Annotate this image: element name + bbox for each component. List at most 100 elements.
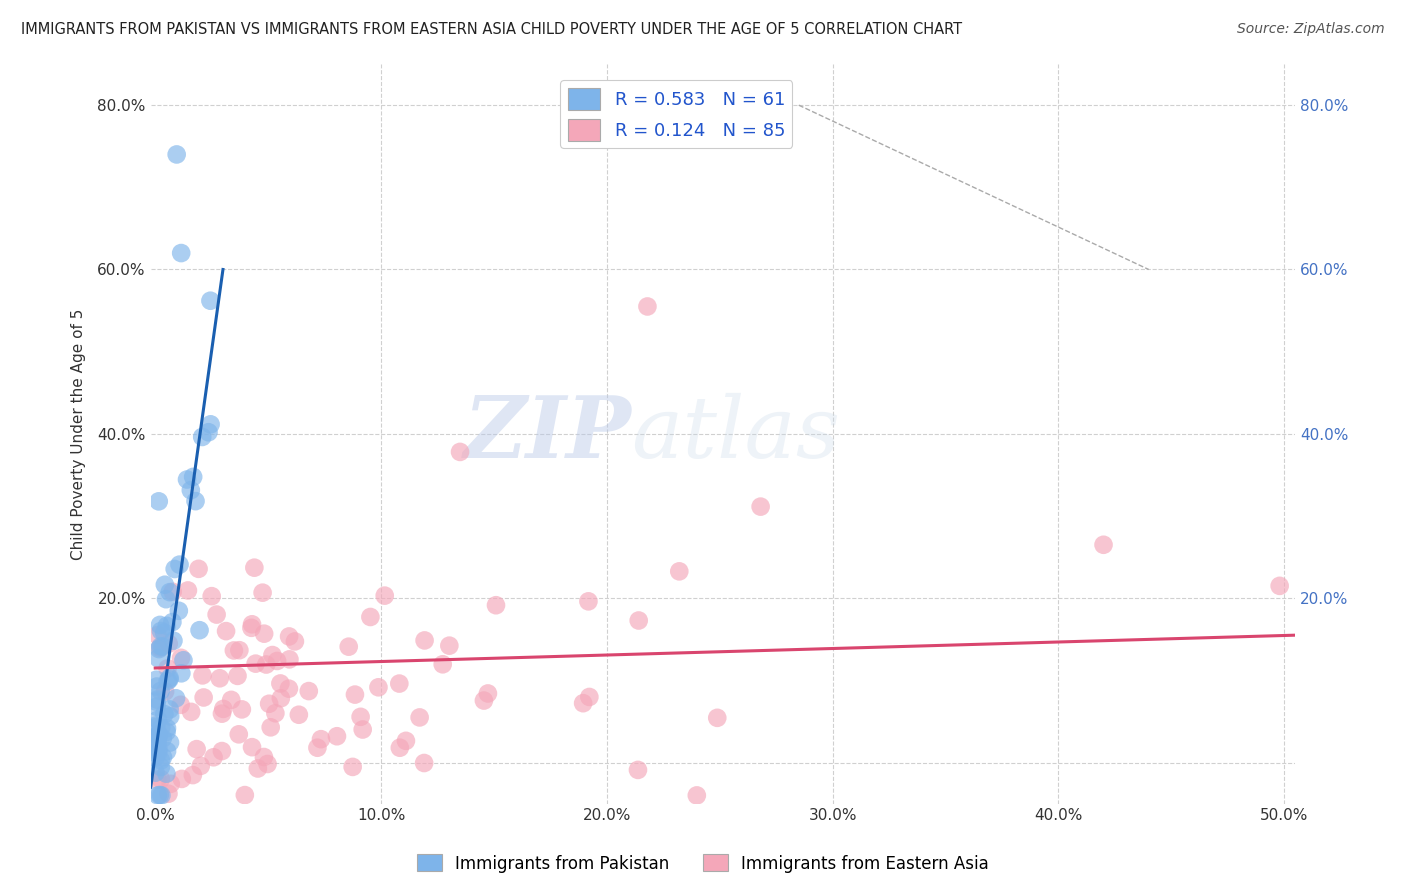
Point [149, 772, 172, 786]
Point [146, 628, 169, 642]
Point [156, 721, 179, 735]
Point [153, 707, 176, 722]
Point [686, 789, 709, 803]
Point [170, 246, 193, 260]
Point [152, 750, 174, 764]
Point [145, 720, 167, 734]
Point [149, 640, 172, 654]
Point [578, 690, 600, 704]
Point [149, 788, 172, 802]
Point [326, 729, 349, 743]
Point [148, 494, 170, 508]
Point [155, 766, 177, 780]
Point [145, 695, 167, 709]
Point [145, 699, 167, 714]
Point [156, 661, 179, 675]
Point [208, 671, 231, 685]
Point [145, 746, 167, 760]
Point [148, 727, 170, 741]
Point [212, 702, 235, 716]
Point [149, 624, 172, 638]
Point [156, 724, 179, 739]
Point [159, 702, 181, 716]
Point [352, 723, 374, 737]
Point [197, 425, 219, 440]
Point [262, 648, 284, 662]
Point [485, 599, 508, 613]
Point [186, 742, 208, 756]
Point [180, 483, 202, 498]
Point [449, 445, 471, 459]
Point [636, 300, 658, 314]
Point [157, 787, 180, 801]
Point [159, 777, 181, 791]
Point [148, 742, 170, 756]
Text: ZIP: ZIP [464, 392, 631, 475]
Point [149, 640, 172, 655]
Text: IMMIGRANTS FROM PAKISTAN VS IMMIGRANTS FROM EASTERN ASIA CHILD POVERTY UNDER THE: IMMIGRANTS FROM PAKISTAN VS IMMIGRANTS F… [21, 22, 962, 37]
Point [359, 610, 381, 624]
Point [749, 500, 772, 514]
Point [439, 639, 461, 653]
Point [148, 745, 170, 759]
Point [374, 589, 396, 603]
Point [150, 789, 173, 803]
Point [706, 711, 728, 725]
Point [157, 637, 180, 651]
Point [395, 734, 418, 748]
Point [193, 690, 215, 705]
Point [200, 417, 222, 432]
Point [146, 789, 169, 803]
Point [349, 710, 371, 724]
Point [309, 732, 332, 747]
Point [149, 760, 172, 774]
Point [159, 585, 181, 599]
Point [668, 565, 690, 579]
Point [1268, 579, 1291, 593]
Point [159, 709, 181, 723]
Point [243, 560, 266, 574]
Point [413, 756, 436, 770]
Point [146, 713, 169, 727]
Legend: R = 0.583   N = 61, R = 0.124   N = 85: R = 0.583 N = 61, R = 0.124 N = 85 [561, 80, 793, 148]
Point [257, 697, 280, 711]
Point [159, 735, 181, 749]
Point [231, 702, 253, 716]
Point [148, 730, 170, 744]
Point [181, 470, 204, 484]
Point [288, 707, 311, 722]
Point [202, 750, 225, 764]
Point [188, 624, 211, 638]
Point [226, 669, 249, 683]
Point [184, 494, 207, 508]
Point [191, 668, 214, 682]
Point [149, 753, 172, 767]
Point [187, 562, 209, 576]
Point [156, 674, 179, 689]
Point [149, 684, 172, 698]
Point [146, 772, 169, 787]
Point [298, 684, 321, 698]
Point [145, 750, 167, 764]
Point [270, 691, 292, 706]
Point [150, 721, 173, 735]
Point [146, 729, 169, 743]
Point [572, 696, 595, 710]
Point [256, 757, 278, 772]
Point [228, 643, 250, 657]
Point [266, 654, 288, 668]
Point [145, 738, 167, 752]
Point [191, 430, 214, 444]
Point [181, 768, 204, 782]
Point [627, 763, 650, 777]
Point [176, 473, 198, 487]
Point [162, 584, 184, 599]
Point [148, 651, 170, 665]
Point [153, 578, 176, 592]
Point [155, 592, 177, 607]
Text: atlas: atlas [631, 392, 841, 475]
Point [432, 657, 454, 672]
Point [145, 765, 167, 780]
Y-axis label: Child Poverty Under the Age of 5: Child Poverty Under the Age of 5 [72, 308, 86, 559]
Point [166, 147, 188, 161]
